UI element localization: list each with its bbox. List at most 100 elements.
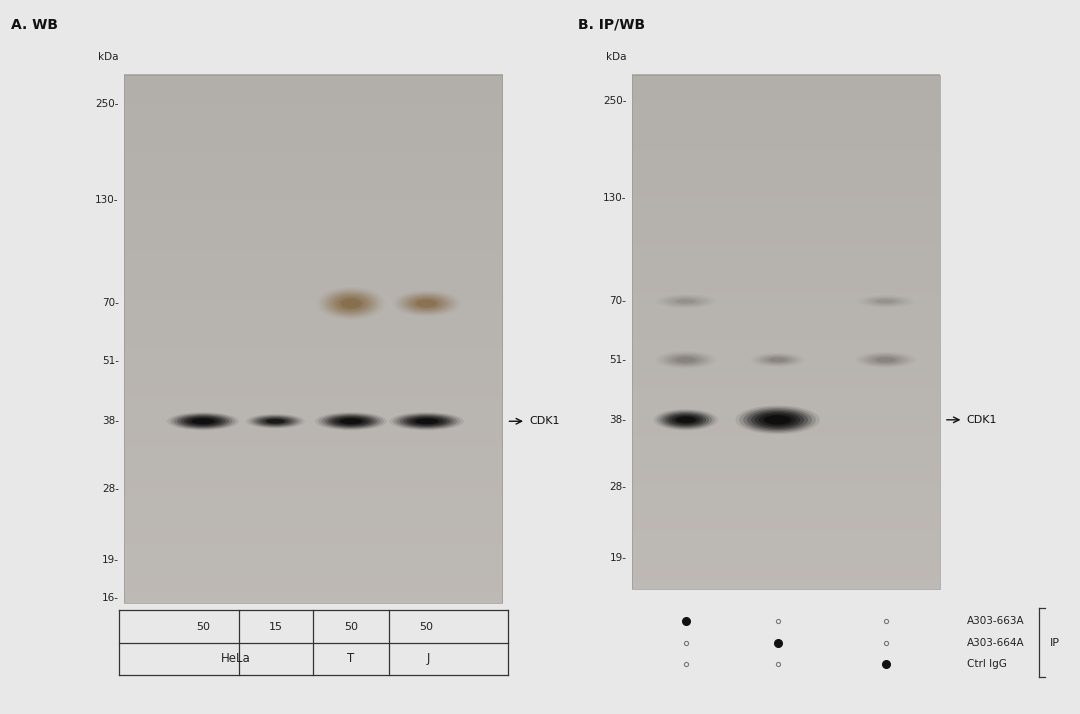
Ellipse shape bbox=[663, 296, 708, 306]
Ellipse shape bbox=[676, 416, 696, 423]
Text: 38-: 38- bbox=[609, 415, 626, 425]
Text: 15: 15 bbox=[269, 621, 282, 632]
Ellipse shape bbox=[657, 410, 715, 430]
Ellipse shape bbox=[877, 299, 894, 303]
Ellipse shape bbox=[405, 295, 448, 312]
Ellipse shape bbox=[245, 414, 306, 428]
Ellipse shape bbox=[325, 415, 377, 428]
Text: 50: 50 bbox=[345, 621, 357, 632]
Ellipse shape bbox=[248, 415, 302, 428]
Ellipse shape bbox=[663, 353, 708, 366]
Ellipse shape bbox=[184, 416, 222, 426]
Text: IP: IP bbox=[1050, 638, 1059, 648]
Ellipse shape bbox=[672, 298, 700, 305]
Text: 28-: 28- bbox=[102, 484, 119, 494]
Ellipse shape bbox=[660, 411, 712, 428]
Ellipse shape bbox=[743, 408, 812, 431]
Text: 50: 50 bbox=[420, 621, 433, 632]
Ellipse shape bbox=[747, 409, 808, 431]
Text: B. IP/WB: B. IP/WB bbox=[578, 18, 645, 32]
Text: 51-: 51- bbox=[102, 356, 119, 366]
Ellipse shape bbox=[753, 353, 802, 366]
Ellipse shape bbox=[768, 357, 787, 363]
Ellipse shape bbox=[411, 298, 442, 309]
Ellipse shape bbox=[315, 412, 387, 431]
Ellipse shape bbox=[262, 418, 288, 425]
Ellipse shape bbox=[399, 293, 455, 314]
Ellipse shape bbox=[403, 416, 450, 427]
Ellipse shape bbox=[402, 294, 451, 313]
Ellipse shape bbox=[416, 299, 437, 308]
Ellipse shape bbox=[740, 407, 815, 433]
Ellipse shape bbox=[187, 417, 219, 426]
Text: A303-663A: A303-663A bbox=[967, 616, 1024, 626]
Ellipse shape bbox=[876, 357, 895, 363]
Ellipse shape bbox=[174, 414, 232, 428]
Ellipse shape bbox=[675, 298, 697, 304]
Ellipse shape bbox=[674, 416, 698, 423]
Ellipse shape bbox=[329, 293, 373, 314]
Ellipse shape bbox=[676, 357, 696, 363]
Ellipse shape bbox=[340, 298, 362, 308]
Ellipse shape bbox=[670, 355, 702, 365]
Ellipse shape bbox=[333, 295, 369, 312]
Text: kDa: kDa bbox=[606, 52, 626, 62]
Ellipse shape bbox=[167, 412, 239, 431]
Text: J: J bbox=[427, 652, 431, 665]
Ellipse shape bbox=[755, 412, 800, 428]
Ellipse shape bbox=[672, 356, 700, 364]
Text: CDK1: CDK1 bbox=[967, 415, 997, 425]
Ellipse shape bbox=[254, 416, 297, 426]
Ellipse shape bbox=[257, 416, 294, 426]
Ellipse shape bbox=[265, 418, 286, 424]
Ellipse shape bbox=[869, 356, 902, 364]
Text: 250-: 250- bbox=[95, 99, 119, 109]
Ellipse shape bbox=[873, 298, 899, 304]
Ellipse shape bbox=[762, 415, 793, 425]
Ellipse shape bbox=[396, 414, 457, 428]
Ellipse shape bbox=[408, 296, 445, 311]
Ellipse shape bbox=[665, 413, 706, 426]
Text: 51-: 51- bbox=[609, 355, 626, 365]
Ellipse shape bbox=[861, 353, 910, 366]
Ellipse shape bbox=[267, 419, 284, 423]
Ellipse shape bbox=[410, 417, 443, 426]
Text: Ctrl IgG: Ctrl IgG bbox=[967, 659, 1007, 669]
Ellipse shape bbox=[872, 356, 900, 363]
Text: 70-: 70- bbox=[102, 298, 119, 308]
Ellipse shape bbox=[669, 414, 703, 426]
Ellipse shape bbox=[863, 354, 908, 366]
Ellipse shape bbox=[323, 290, 379, 317]
Ellipse shape bbox=[875, 357, 896, 363]
Text: CDK1: CDK1 bbox=[529, 416, 559, 426]
Ellipse shape bbox=[400, 415, 454, 428]
Ellipse shape bbox=[864, 296, 907, 306]
Text: 19-: 19- bbox=[102, 555, 119, 565]
Ellipse shape bbox=[416, 418, 438, 424]
Ellipse shape bbox=[180, 416, 226, 427]
Bar bbox=[124, 75, 502, 603]
Ellipse shape bbox=[251, 416, 300, 427]
Ellipse shape bbox=[190, 418, 216, 424]
Ellipse shape bbox=[653, 409, 718, 431]
Ellipse shape bbox=[866, 355, 905, 365]
Ellipse shape bbox=[862, 296, 909, 307]
Text: 130-: 130- bbox=[95, 195, 119, 205]
Ellipse shape bbox=[335, 417, 367, 426]
Ellipse shape bbox=[769, 358, 786, 362]
Ellipse shape bbox=[414, 418, 440, 424]
Ellipse shape bbox=[760, 355, 795, 365]
Ellipse shape bbox=[661, 353, 711, 367]
Ellipse shape bbox=[332, 416, 370, 426]
Ellipse shape bbox=[875, 299, 896, 303]
Text: 70-: 70- bbox=[609, 296, 626, 306]
Ellipse shape bbox=[406, 416, 447, 426]
Ellipse shape bbox=[259, 417, 292, 426]
Ellipse shape bbox=[670, 297, 702, 306]
Ellipse shape bbox=[666, 296, 705, 306]
Ellipse shape bbox=[415, 298, 438, 308]
Text: 19-: 19- bbox=[609, 553, 626, 563]
Ellipse shape bbox=[340, 418, 362, 424]
Text: 250-: 250- bbox=[603, 96, 626, 106]
Ellipse shape bbox=[326, 291, 376, 316]
